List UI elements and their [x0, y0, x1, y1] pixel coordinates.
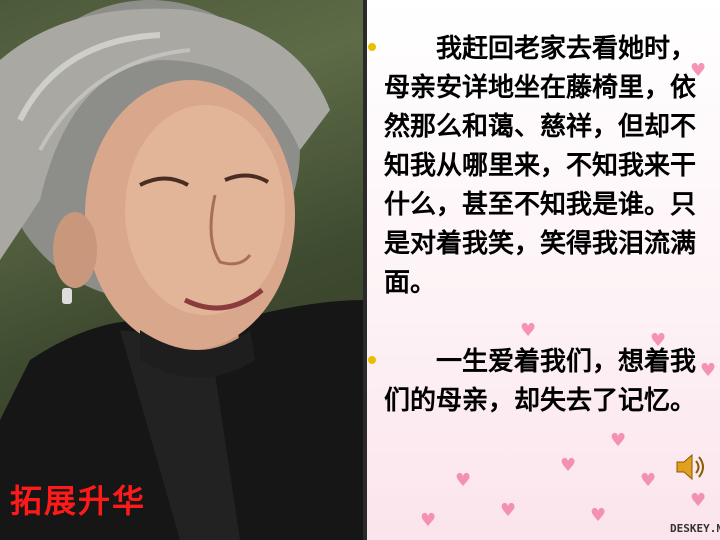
elderly-woman-photo: 拓展升华 — [0, 0, 363, 540]
heart-icon: ♥ — [640, 470, 657, 491]
divider — [363, 0, 367, 540]
paragraph-1: 我赶回老家去看她时，母亲安详地坐在藤椅里，依然那么和蔼、慈祥，但却不知我从哪里来… — [384, 34, 697, 298]
heart-icon: ♥ — [610, 430, 627, 451]
bullet-1 — [368, 43, 376, 51]
heart-icon: ♥ — [520, 320, 537, 341]
paragraph-2: 一生爱着我们，想着我们的母亲，却失去了记忆。 — [384, 347, 697, 416]
heart-icon: ♥ — [690, 490, 707, 511]
heart-icon: ♥ — [420, 510, 437, 531]
heart-icon: ♥ — [650, 330, 667, 351]
heart-icon: ♥ — [700, 360, 717, 381]
heart-icon: ♥ — [455, 470, 472, 491]
heart-icon: ♥ — [590, 505, 607, 526]
speaker-icon[interactable] — [674, 452, 708, 482]
portrait-illustration — [0, 0, 363, 540]
heart-icon: ♥ — [690, 60, 707, 81]
bullet-2 — [368, 356, 376, 364]
heart-icon: ♥ — [560, 455, 577, 476]
caption-title: 拓展升华 — [10, 482, 147, 520]
heart-icon: ♥ — [500, 500, 517, 521]
watermark-logo: DESKEY.NET — [670, 522, 720, 535]
